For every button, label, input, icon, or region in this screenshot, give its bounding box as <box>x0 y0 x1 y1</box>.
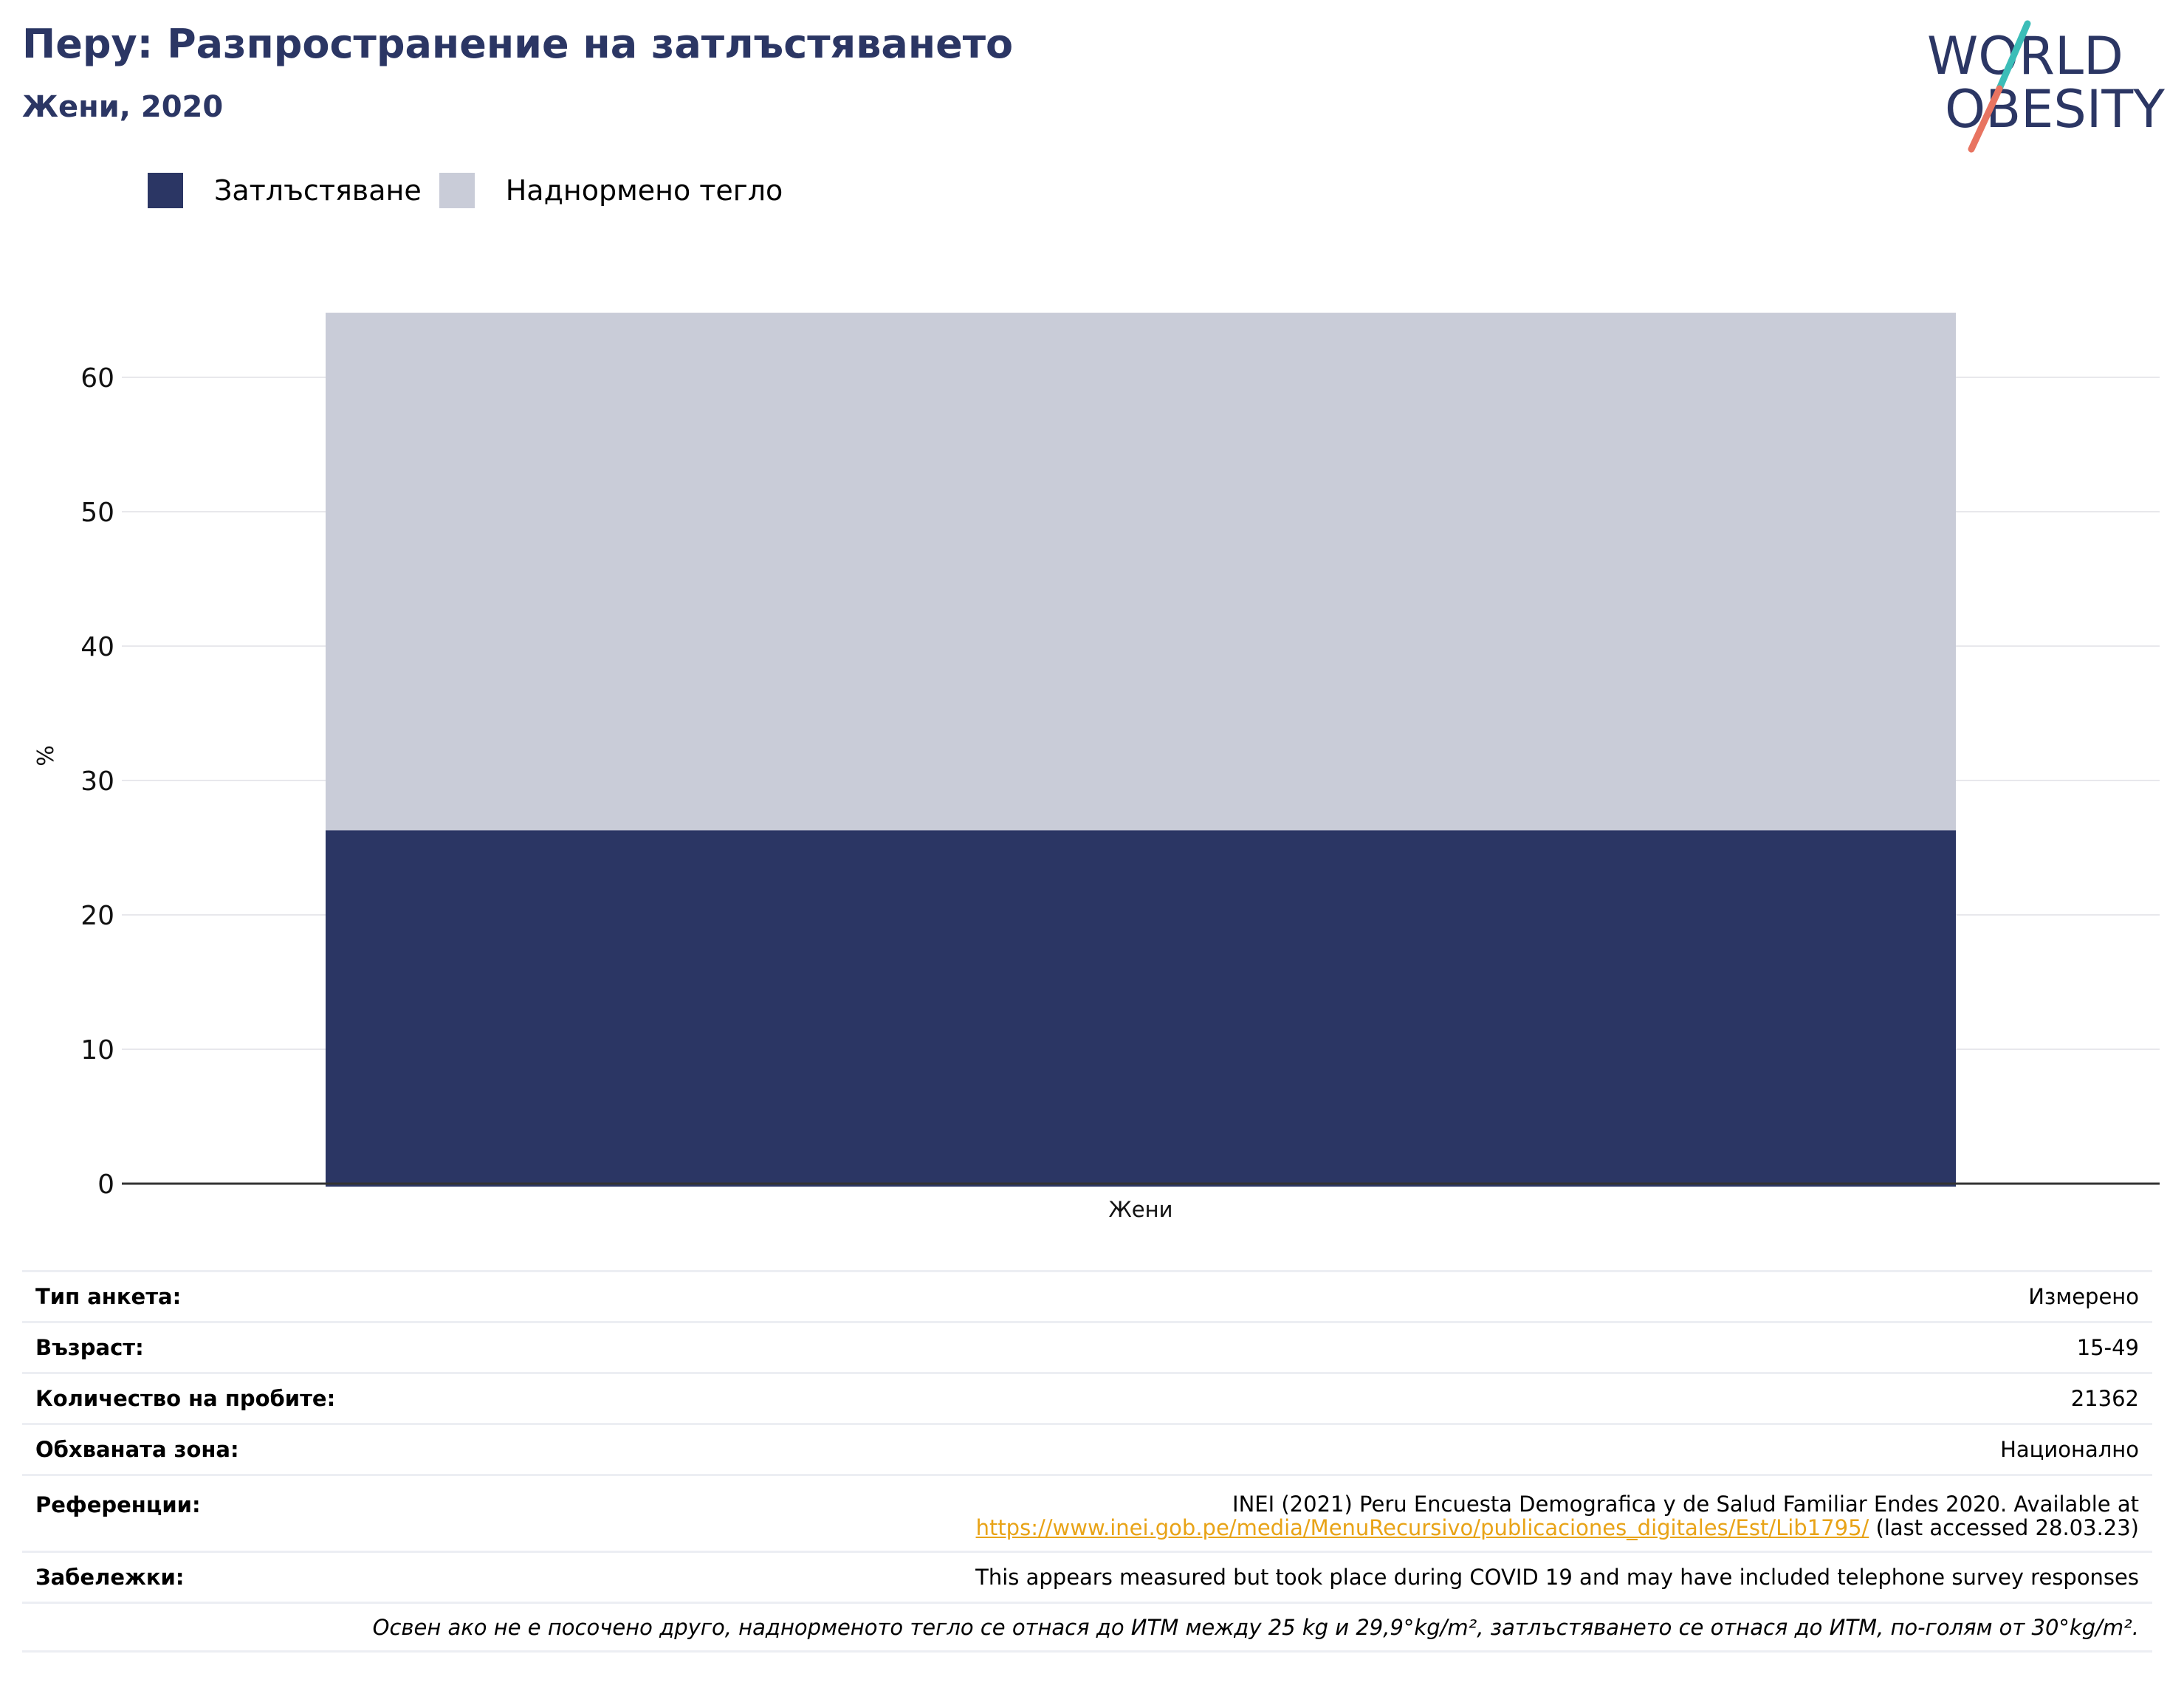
info-value-notes: This appears measured but took place dur… <box>975 1565 2139 1590</box>
world-obesity-logo: WORLD OBESITY <box>1927 20 2165 153</box>
reference-accessed: (last accessed 28.03.23) <box>1869 1515 2140 1540</box>
info-key-age: Възраст: <box>35 1335 144 1360</box>
info-row-age: Възраст: 15-49 <box>22 1321 2152 1372</box>
info-row-footnote: Освен ако не е посочено друго, наднормен… <box>22 1602 2152 1653</box>
y-tick-label: 40 <box>80 632 114 662</box>
y-tick-label: 10 <box>80 1035 114 1066</box>
info-row-references: Референции: INEI (2021) Peru Encuesta De… <box>22 1474 2152 1551</box>
legend-item-obesity[interactable]: Затлъстяване <box>148 173 422 208</box>
reference-text: INEI (2021) Peru Encuesta Demografica y … <box>1232 1492 2139 1517</box>
legend-item-overweight[interactable]: Наднормено тегло <box>439 173 783 208</box>
y-axis-label: % <box>33 745 59 766</box>
y-tick-label: 30 <box>80 766 114 797</box>
y-tick-label: 50 <box>80 498 114 528</box>
legend-label-overweight: Наднормено тегло <box>505 174 783 207</box>
legend-swatch-obesity <box>148 173 183 208</box>
info-row-survey-type: Тип анкета: Измерено <box>22 1270 2152 1321</box>
bar-chart: 0 10 20 30 40 50 60% Жени <box>33 312 2160 1222</box>
info-key-notes: Забележки: <box>35 1565 185 1590</box>
chart-legend: Затлъстяване Наднормено тегло <box>148 170 800 211</box>
logo-slash-coral <box>1968 85 2003 153</box>
info-value-survey-type: Измерено <box>2028 1284 2139 1309</box>
info-key-coverage: Обхваната зона: <box>35 1437 239 1462</box>
reference-link-line: https://www.inei.gob.pe/media/MenuRecurs… <box>976 1516 2139 1540</box>
logo-slash-teal <box>1996 20 2031 92</box>
info-key-sample-size: Количество на пробите: <box>35 1386 336 1411</box>
reference-link[interactable]: https://www.inei.gob.pe/media/MenuRecurs… <box>975 1515 1869 1540</box>
info-row-notes: Забележки: This appears measured but too… <box>22 1551 2152 1602</box>
legend-label-obesity: Затлъстяване <box>214 174 422 207</box>
info-row-sample-size: Количество на пробите: 21362 <box>22 1372 2152 1423</box>
bar-segment-overweight[interactable] <box>326 312 1956 831</box>
info-value-sample-size: 21362 <box>2070 1386 2139 1411</box>
y-tick-label: 0 <box>97 1170 114 1200</box>
survey-info-table: Тип анкета: Измерено Възраст: 15-49 Коли… <box>22 1270 2152 1653</box>
chart-subtitle: Жени, 2020 <box>22 90 224 124</box>
x-tick-label: Жени <box>1109 1197 1173 1222</box>
definition-footnote: Освен ако не е посочено друго, наднормен… <box>372 1614 2139 1640</box>
info-value-coverage: Национално <box>2000 1437 2139 1462</box>
info-row-coverage: Обхваната зона: Национално <box>22 1423 2152 1474</box>
chart-title: Перу: Разпространение на затлъстяването <box>22 21 1014 67</box>
legend-swatch-overweight <box>439 173 475 208</box>
info-key-survey-type: Тип анкета: <box>35 1284 182 1309</box>
info-key-references: Референции: <box>35 1492 201 1517</box>
info-value-references: INEI (2021) Peru Encuesta Demografica y … <box>976 1492 2139 1540</box>
bar-segment-obesity[interactable] <box>326 830 1956 1187</box>
info-value-age: 15-49 <box>2076 1335 2139 1360</box>
y-tick-label: 60 <box>80 363 114 394</box>
y-tick-label: 20 <box>80 901 114 931</box>
